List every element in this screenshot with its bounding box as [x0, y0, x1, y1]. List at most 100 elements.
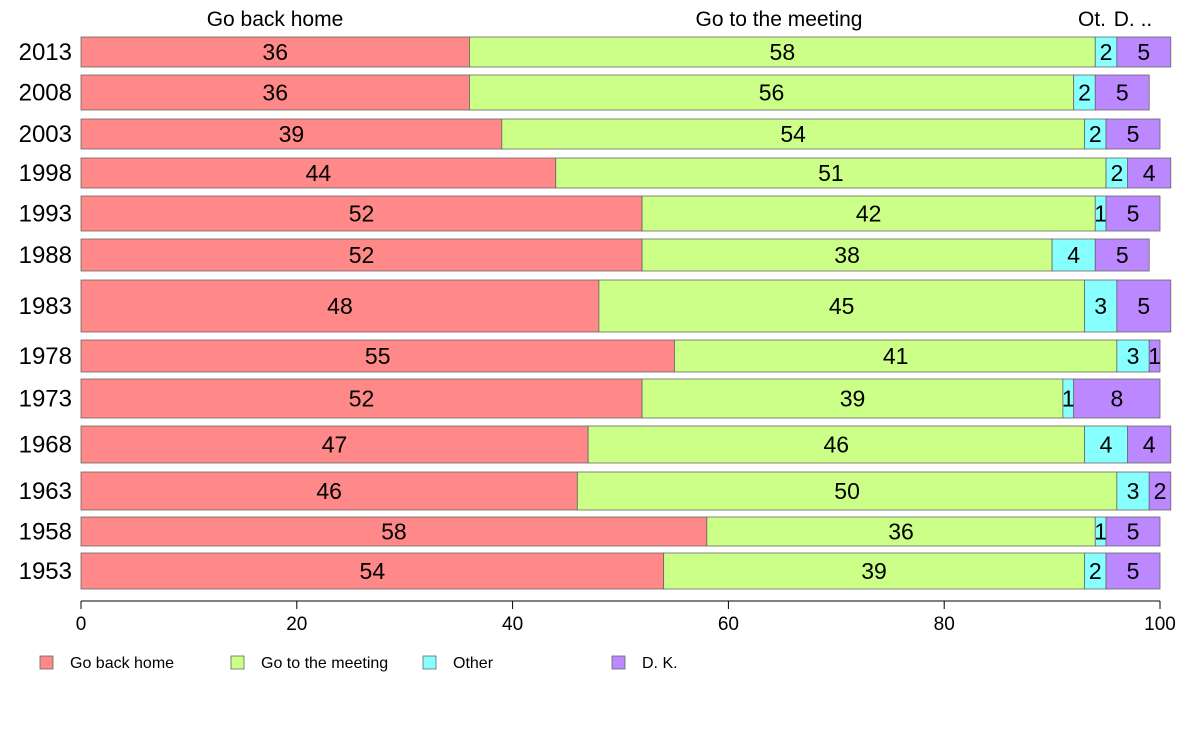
data-label: 50 [834, 478, 860, 504]
bar-segment [641, 238, 1053, 272]
data-label: 2 [1100, 39, 1113, 65]
bar-segment [1116, 279, 1172, 333]
data-label: 39 [840, 386, 866, 412]
bar-segment [598, 279, 1085, 333]
bar-segment [80, 552, 665, 590]
y-tick-label: 1988 [19, 242, 72, 269]
data-label: 45 [829, 293, 855, 319]
y-tick-label: 1993 [19, 201, 72, 228]
data-label: 41 [883, 343, 909, 369]
bar-segment [1127, 157, 1172, 189]
y-tick-label: 1998 [19, 160, 72, 187]
data-label: 5 [1127, 121, 1140, 147]
data-label: 4 [1143, 160, 1156, 186]
bar-segment [576, 471, 1118, 511]
bar-segment [80, 36, 470, 68]
data-label: 54 [780, 121, 806, 147]
data-label: 3 [1127, 478, 1140, 504]
data-label: 36 [262, 39, 288, 65]
bar-segment [80, 279, 600, 333]
data-label: 5 [1127, 558, 1140, 584]
bar-segment [1148, 339, 1161, 373]
bar-segment [674, 339, 1118, 373]
top-label: Go back home [207, 8, 344, 31]
bar-segment [80, 238, 643, 272]
bar-segment [1148, 471, 1172, 511]
bar-segment [80, 516, 708, 547]
data-label: 58 [381, 519, 407, 545]
data-label: 52 [349, 386, 375, 412]
bar-segment [80, 74, 470, 111]
bar-segment [1084, 425, 1129, 464]
x-tick-label: 20 [286, 614, 307, 635]
bar-segment [469, 36, 1096, 68]
data-label: 42 [856, 201, 882, 227]
data-label: 56 [759, 80, 785, 106]
bar-segment [80, 339, 675, 373]
bar-segment [1105, 195, 1161, 232]
bar-segment [1116, 36, 1172, 68]
data-label: 48 [327, 293, 353, 319]
bar-segment [663, 552, 1085, 590]
bar-segment [706, 516, 1096, 547]
legend-swatch [422, 655, 437, 670]
bar-segment [1116, 471, 1150, 511]
bar-segment [501, 118, 1085, 150]
data-label: 2 [1089, 121, 1102, 147]
data-label: 4 [1067, 242, 1080, 268]
bar-segment [1105, 118, 1161, 150]
data-label: 2 [1154, 478, 1167, 504]
x-tick-label: 40 [502, 614, 523, 635]
y-tick-label: 1953 [19, 558, 72, 585]
y-tick-label: 2013 [19, 39, 72, 66]
data-label: 36 [888, 519, 914, 545]
x-tick-label: 100 [1144, 614, 1176, 635]
data-label: 5 [1137, 39, 1150, 65]
bar-segment [80, 195, 643, 232]
bar-segment [469, 74, 1075, 111]
data-label: 39 [279, 121, 305, 147]
y-tick-label: 2003 [19, 121, 72, 148]
data-label: 51 [818, 160, 844, 186]
data-label: 36 [262, 80, 288, 106]
data-label: 39 [861, 558, 887, 584]
data-label: 55 [365, 343, 391, 369]
y-tick-label: 1963 [19, 478, 72, 505]
bar-segment [80, 471, 578, 511]
y-tick-label: 1978 [19, 343, 72, 370]
bar-segment [555, 157, 1107, 189]
x-tick-label: 60 [718, 614, 739, 635]
bar-segment [1073, 378, 1161, 419]
data-label: 1 [1148, 343, 1161, 369]
legend-label: Go to the meeting [261, 655, 388, 672]
top-label: Ot. [1078, 8, 1106, 31]
data-label: 38 [834, 242, 860, 268]
data-label: 1 [1094, 519, 1107, 545]
data-label: 5 [1137, 293, 1150, 319]
top-label: D. .. [1114, 8, 1153, 31]
data-label: 46 [824, 432, 850, 458]
bar-segment [1094, 238, 1150, 272]
bar-segment [1051, 238, 1096, 272]
data-label: 54 [360, 558, 386, 584]
bar-segment [1105, 552, 1161, 590]
bar-segment [80, 118, 503, 150]
bar-segment [1084, 279, 1118, 333]
data-label: 3 [1127, 343, 1140, 369]
bar-segment [1116, 339, 1150, 373]
legend-swatch [611, 655, 626, 670]
data-label: 1 [1062, 386, 1075, 412]
data-label: 44 [306, 160, 332, 186]
data-label: 52 [349, 201, 375, 227]
x-tick-label: 80 [934, 614, 955, 635]
bar-segment [587, 425, 1085, 464]
data-label: 5 [1116, 242, 1129, 268]
data-label: 5 [1127, 201, 1140, 227]
data-label: 5 [1116, 80, 1129, 106]
legend-label: D. K. [642, 655, 678, 672]
x-tick-label: 0 [76, 614, 87, 635]
y-tick-label: 1983 [19, 293, 72, 320]
data-label: 3 [1094, 293, 1107, 319]
data-label: 8 [1110, 386, 1123, 412]
